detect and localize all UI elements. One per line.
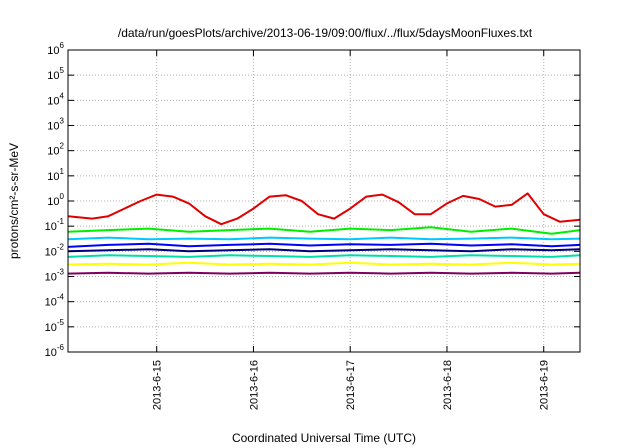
y-tick-label: 10-3	[45, 268, 65, 284]
y-axis: 10-610-510-410-310-210-11001011021031041…	[45, 41, 580, 359]
series-line-8	[67, 271, 581, 275]
y-tick-label: 103	[47, 117, 64, 133]
x-tick-label: 2013-6-16	[248, 360, 260, 410]
y-tick-exponent: 5	[60, 66, 65, 75]
y-tick-label: 10-1	[45, 217, 65, 233]
y-tick-exponent: 0	[60, 192, 65, 201]
series-line-5	[67, 248, 581, 253]
series-layer	[67, 192, 581, 275]
y-tick-exponent: -5	[57, 318, 65, 327]
y-tick-label: 102	[47, 142, 64, 158]
y-tick-base: 10	[47, 95, 59, 107]
y-tick-base: 10	[47, 121, 59, 133]
grid	[68, 50, 580, 352]
y-tick-exponent: -2	[57, 242, 65, 251]
y-tick-base: 10	[45, 246, 57, 258]
y-tick-base: 10	[45, 221, 57, 233]
y-tick-label: 106	[47, 41, 64, 57]
y-tick-label: 10-2	[45, 242, 65, 258]
x-tick-label: 2013-6-15	[152, 360, 164, 410]
x-axis: 2013-6-15 2013-6-16 2013-6-17 2013-6-18 2013…	[152, 50, 551, 410]
y-tick-base: 10	[47, 196, 59, 208]
series-line-2	[67, 226, 581, 235]
series-line-3	[67, 236, 581, 241]
y-tick-exponent: 2	[60, 142, 65, 151]
series-line-1	[67, 192, 581, 226]
y-tick-exponent: -1	[57, 217, 65, 226]
y-tick-exponent: 3	[60, 117, 65, 126]
series-line-4	[67, 242, 581, 248]
y-tick-label: 10-5	[45, 318, 65, 334]
y-tick-base: 10	[45, 272, 57, 284]
y-tick-base: 10	[47, 45, 59, 57]
x-tick-label: 2013-6-18	[442, 360, 454, 410]
y-tick-label: 101	[47, 167, 64, 183]
y-tick-base: 10	[47, 70, 59, 82]
y-tick-base: 10	[45, 297, 57, 309]
y-axis-label: protons/cm²-s-sr-MeV	[7, 143, 21, 259]
chart-title: /data/run/goesPlots/archive/2013-06-19/0…	[118, 26, 533, 40]
y-tick-label: 10-6	[45, 343, 65, 359]
y-tick-exponent: -4	[57, 293, 65, 302]
series-line-6	[67, 254, 581, 258]
y-tick-base: 10	[45, 347, 57, 359]
x-tick-label: 2013-6-17	[345, 360, 357, 410]
x-axis-label: Coordinated Universal Time (UTC)	[232, 431, 416, 445]
y-tick-exponent: 6	[60, 41, 65, 50]
y-tick-exponent: -6	[57, 343, 65, 352]
y-tick-exponent: 1	[60, 167, 65, 176]
y-tick-exponent: -3	[57, 268, 65, 277]
series-line-7	[67, 261, 581, 266]
y-tick-label: 104	[47, 91, 64, 107]
y-tick-base: 10	[47, 171, 59, 183]
x-tick-label: 2013-6-19	[539, 360, 551, 410]
y-tick-base: 10	[47, 146, 59, 158]
y-tick-base: 10	[45, 322, 57, 334]
y-tick-exponent: 4	[60, 91, 65, 100]
y-tick-label: 10-4	[45, 293, 65, 309]
y-tick-label: 100	[47, 192, 64, 208]
y-tick-label: 105	[47, 66, 64, 82]
